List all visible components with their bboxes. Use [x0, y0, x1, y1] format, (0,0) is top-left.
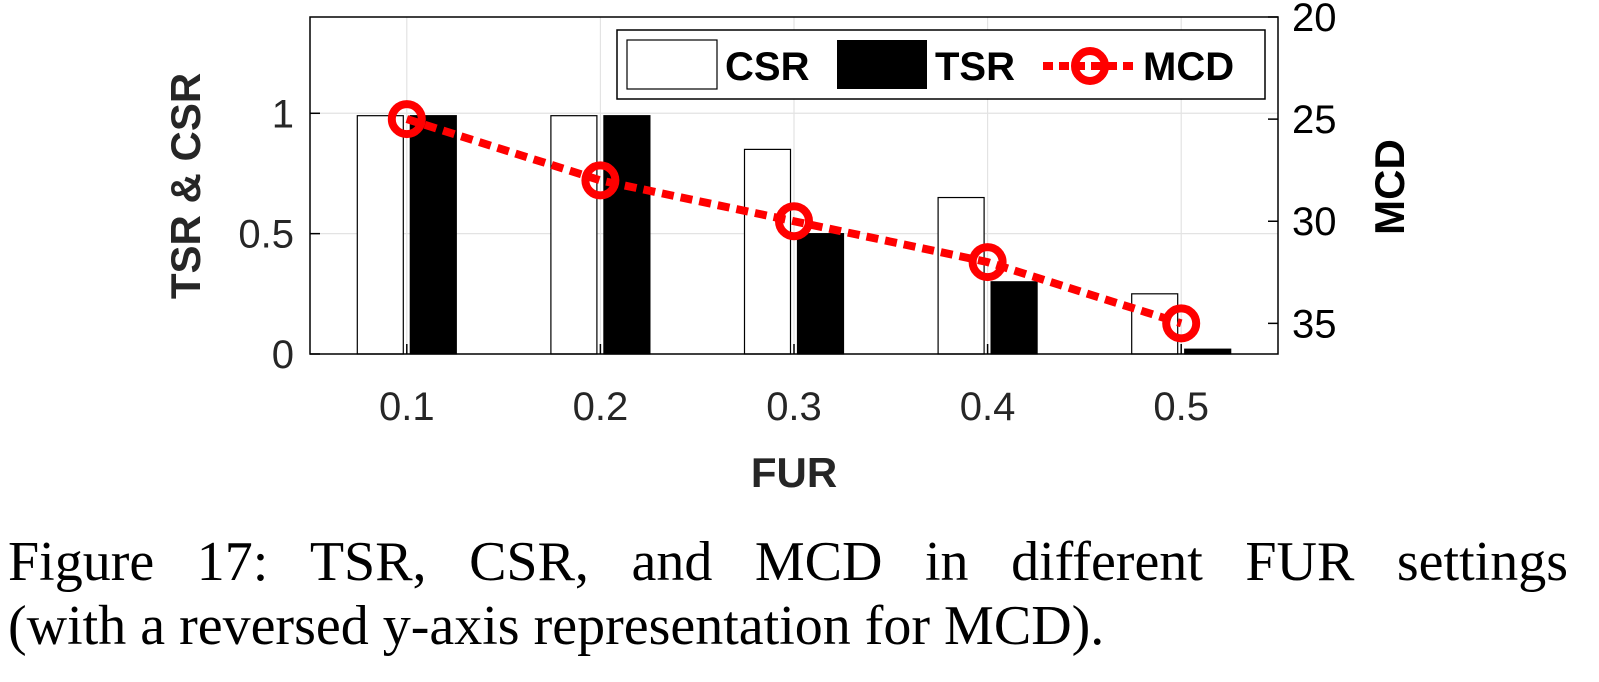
legend-swatch-tsr — [837, 40, 927, 89]
y-axis-label-left: TSR & CSR — [162, 73, 209, 299]
axes: 0.1 0.2 0.3 0.4 0.5 0 0.5 1 20 25 30 35 — [238, 0, 1336, 429]
mcd-line — [387, 100, 1201, 343]
legend-swatch-mcd-marker — [1071, 47, 1109, 85]
bar-csr — [743, 148, 792, 355]
mcd-point — [387, 100, 426, 139]
y-tick-label-right: 20 — [1292, 0, 1337, 40]
bar-tsr — [409, 115, 457, 355]
bar-csr — [1131, 293, 1179, 355]
legend-label-mcd: MCD — [1143, 45, 1234, 89]
y-tick-label-right: 35 — [1292, 302, 1337, 346]
x-tick-label: 0.3 — [766, 385, 822, 429]
legend: CSR TSR MCD — [616, 29, 1266, 100]
caption-line-1: Figure 17: TSR, CSR, and MCD in differen… — [8, 531, 1568, 593]
mcd-series-line — [405, 115, 1183, 328]
x-axis-label: FUR — [751, 449, 837, 496]
x-tick-label: 0.2 — [573, 385, 629, 429]
mcd-point — [1162, 304, 1201, 343]
y-tick-label-left: 0.5 — [238, 213, 294, 257]
mcd-point — [968, 243, 1007, 282]
y-tick-label-right: 25 — [1292, 98, 1337, 142]
figure-caption: Figure 17: TSR, CSR, and MCD in differen… — [8, 530, 1568, 658]
legend-label-tsr: TSR — [935, 45, 1015, 89]
x-tick-label: 0.4 — [960, 385, 1016, 429]
y-axis-label-right: MCD — [1366, 139, 1413, 235]
y-tick-label-right: 30 — [1292, 200, 1337, 244]
legend-swatch-csr — [626, 39, 718, 90]
y-tick-label-left: 1 — [272, 92, 294, 136]
y-tick-label-left: 0 — [272, 333, 294, 377]
bars — [356, 115, 1232, 355]
caption-line-2: (with a reversed y-axis representation f… — [8, 595, 1105, 657]
mcd-point — [775, 202, 813, 241]
bar-csr — [550, 115, 598, 355]
mcd-point — [581, 161, 620, 200]
chart: 0.1 0.2 0.3 0.4 0.5 0 0.5 1 20 25 30 35 TSR & CSR M… — [162, 0, 1413, 496]
bar-tsr — [796, 233, 845, 355]
bar-csr — [356, 115, 404, 355]
legend-box — [616, 29, 1266, 100]
x-tick-label: 0.5 — [1153, 385, 1209, 429]
legend-label-csr: CSR — [725, 45, 810, 89]
bar-tsr — [603, 115, 651, 355]
x-tick-label: 0.1 — [379, 385, 435, 429]
bar-tsr — [990, 281, 1038, 355]
